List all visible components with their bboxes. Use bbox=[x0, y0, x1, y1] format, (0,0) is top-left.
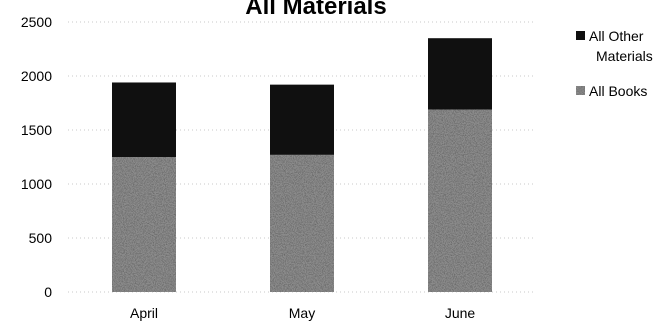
bar-all-other-materials-april bbox=[112, 82, 176, 157]
y-tick-label: 0 bbox=[44, 284, 52, 300]
legend-swatch bbox=[576, 31, 585, 40]
bar-all-other-materials-may bbox=[270, 84, 334, 155]
bar-all-books-june bbox=[428, 109, 492, 292]
legend-swatch bbox=[576, 86, 585, 95]
bar-all-books-april bbox=[112, 157, 176, 292]
legend-label: Materials bbox=[596, 48, 653, 64]
legend-label: All Other bbox=[589, 28, 644, 44]
x-tick-label: April bbox=[130, 305, 158, 321]
y-tick-label: 1500 bbox=[21, 122, 52, 138]
y-tick-label: 2000 bbox=[21, 68, 52, 84]
x-axis-tick-labels: April May June bbox=[130, 305, 475, 321]
bar-all-books-may bbox=[270, 154, 334, 292]
x-tick-label: May bbox=[289, 305, 315, 321]
chart-title: All Materials bbox=[245, 0, 386, 20]
x-tick-label: June bbox=[445, 305, 476, 321]
y-tick-label: 1000 bbox=[21, 176, 52, 192]
bars bbox=[112, 38, 492, 292]
y-tick-label: 2500 bbox=[21, 14, 52, 30]
y-tick-label: 500 bbox=[29, 230, 53, 246]
legend-label: All Books bbox=[589, 83, 647, 99]
legend: All Other Materials All Books bbox=[576, 28, 653, 99]
bar-all-other-materials-june bbox=[428, 38, 492, 110]
y-axis-tick-labels: 0 500 1000 1500 2000 2500 bbox=[21, 14, 52, 300]
